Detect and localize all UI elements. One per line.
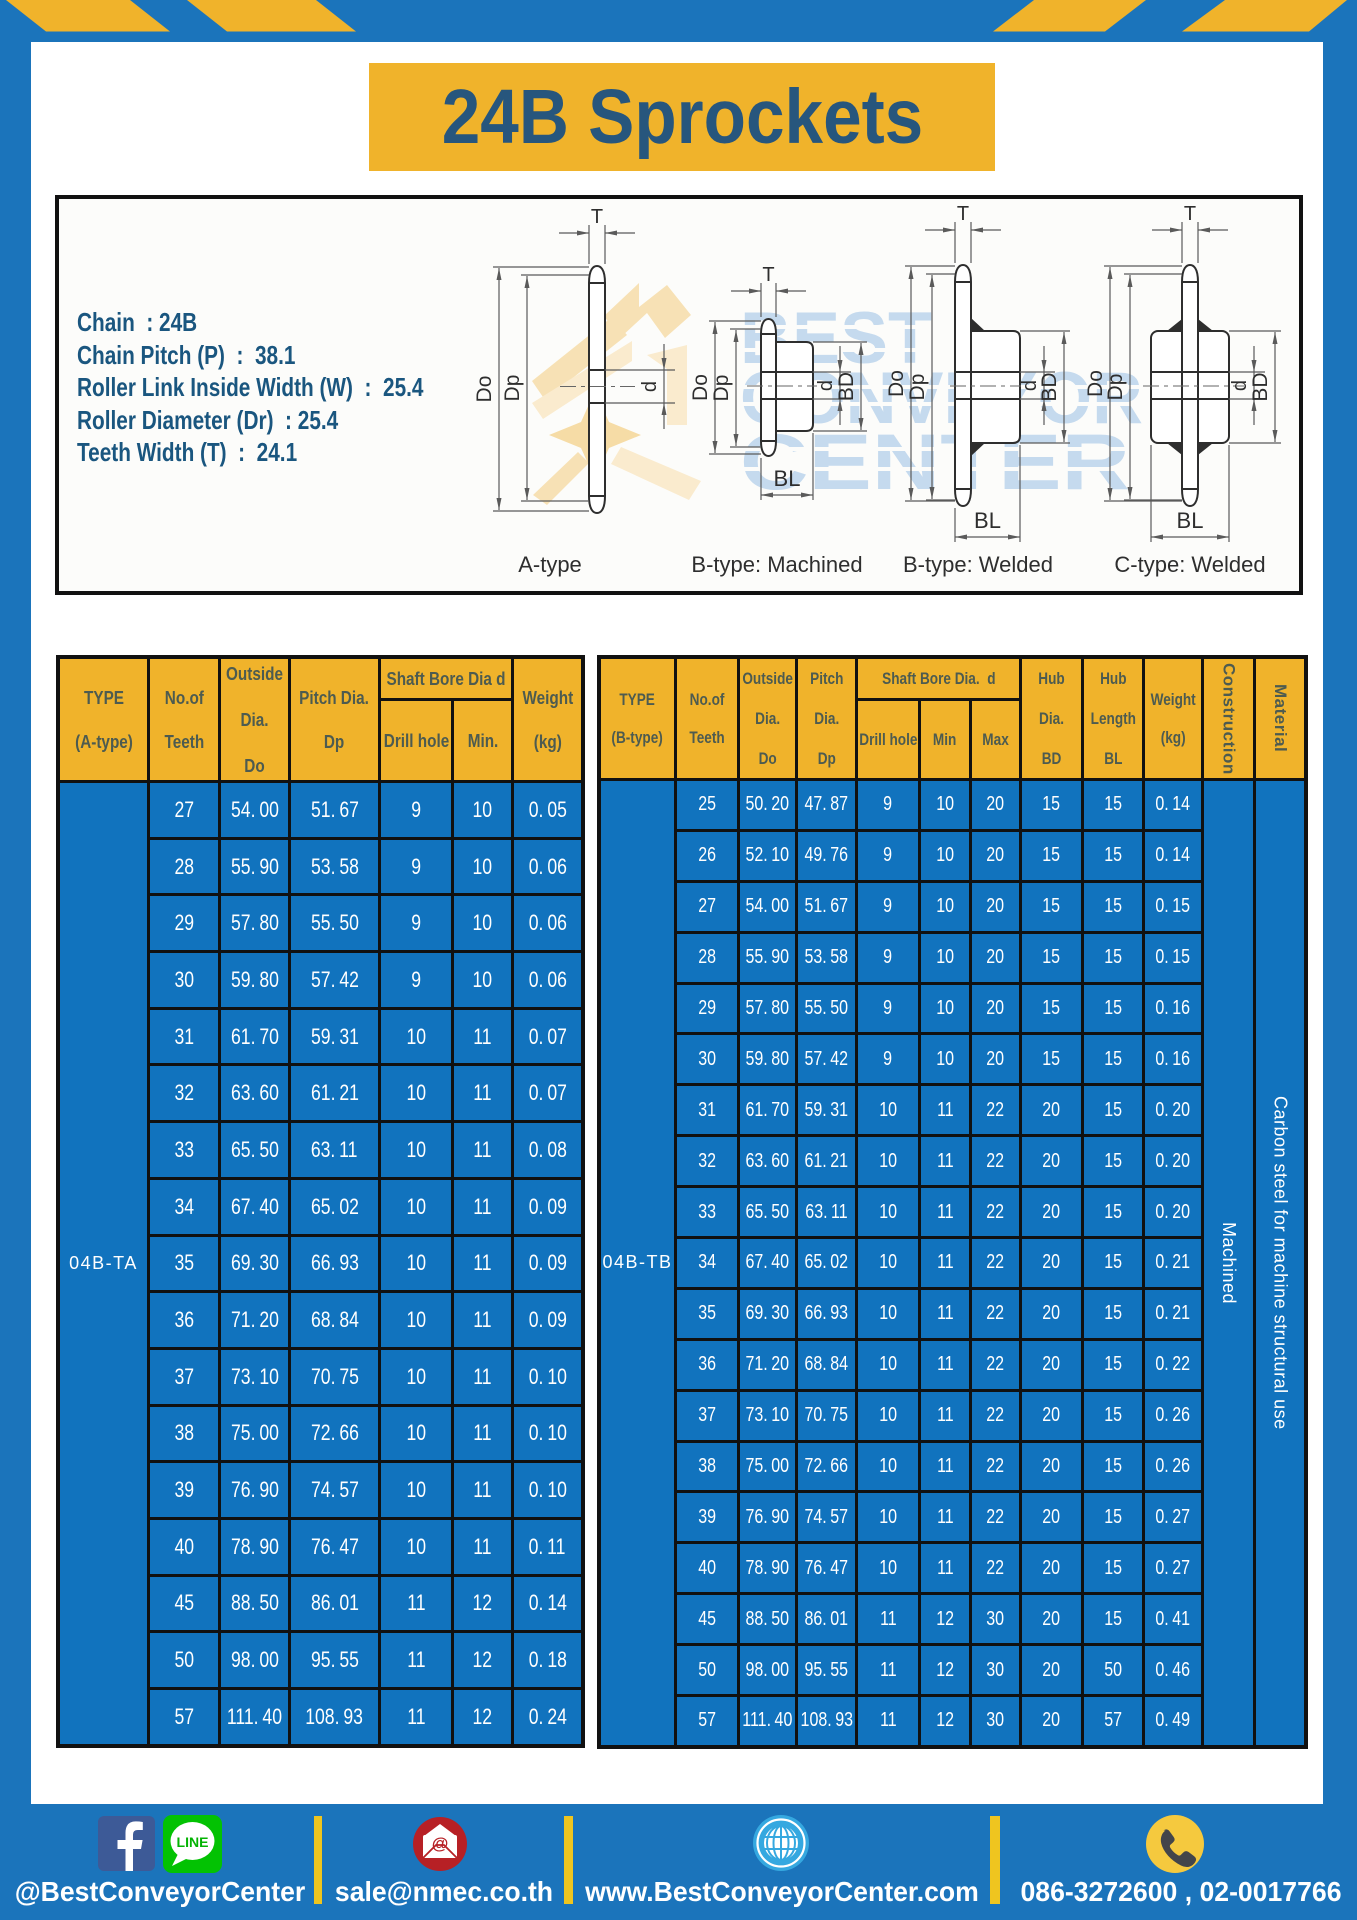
svg-text:BL: BL [774, 466, 801, 491]
svg-text:BD: BD [1249, 372, 1272, 401]
svg-text:T: T [957, 203, 969, 225]
svg-text:B-type: Welded: B-type: Welded [903, 552, 1053, 577]
svg-text:d: d [815, 380, 837, 391]
svg-text:LINE: LINE [177, 1834, 209, 1850]
svg-text:Dp: Dp [1104, 374, 1127, 401]
svg-text:A-type: A-type [518, 552, 582, 577]
svg-text:BL: BL [1177, 508, 1204, 533]
svg-text:Dp: Dp [501, 375, 524, 402]
svg-text:T: T [1184, 203, 1196, 225]
svg-text:d: d [1229, 380, 1251, 391]
svg-text:Do: Do [689, 374, 712, 401]
svg-text:BD: BD [835, 372, 858, 401]
svg-text:d: d [639, 381, 661, 392]
svg-text:BL: BL [974, 508, 1001, 533]
svg-text:B-type: Machined: B-type: Machined [691, 552, 862, 577]
svg-text:d: d [1019, 380, 1041, 391]
svg-text:Dp: Dp [710, 375, 733, 402]
svg-text:BD: BD [1038, 372, 1061, 401]
svg-text:Dp: Dp [906, 374, 929, 401]
svg-text:T: T [762, 264, 774, 286]
svg-text:T: T [591, 206, 603, 228]
svg-text:Do: Do [885, 370, 908, 397]
svg-text:@: @ [432, 1834, 449, 1853]
svg-text:C-type: Welded: C-type: Welded [1114, 552, 1265, 577]
svg-text:Do: Do [473, 376, 496, 403]
svg-text:Do: Do [1084, 370, 1107, 397]
